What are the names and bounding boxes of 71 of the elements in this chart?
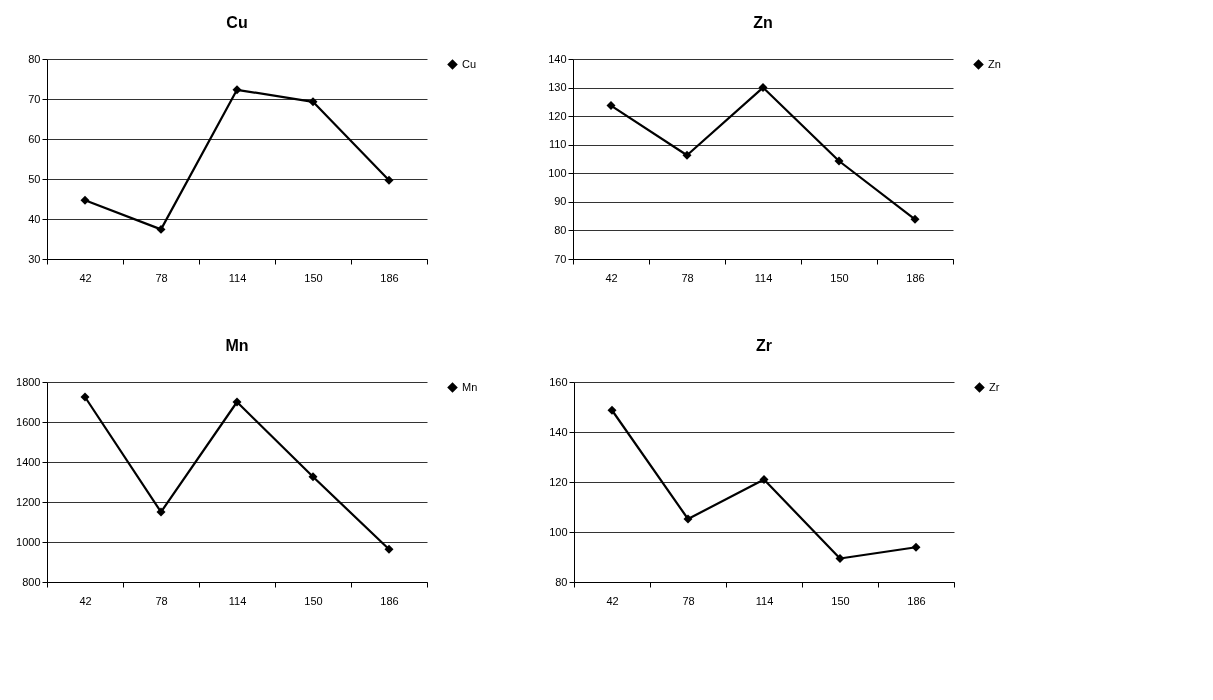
chart-title: Zn bbox=[753, 14, 773, 31]
point bbox=[758, 83, 768, 93]
x-tick-label: 150 bbox=[304, 594, 323, 607]
y-tick-label: 1600 bbox=[16, 415, 41, 428]
y-tick-label: 40 bbox=[28, 212, 41, 225]
point bbox=[156, 507, 166, 517]
x-tick-label: 114 bbox=[228, 271, 247, 284]
x-tick-label: 186 bbox=[907, 594, 926, 607]
legend-label: Mn bbox=[462, 380, 478, 393]
point bbox=[834, 156, 844, 166]
y-tick-label: 130 bbox=[548, 81, 567, 94]
y-tick-label: 800 bbox=[22, 575, 41, 588]
x-tick-label: 150 bbox=[831, 594, 850, 607]
point bbox=[384, 175, 394, 185]
chart-title: Mn bbox=[225, 337, 249, 354]
y-tick-label: 100 bbox=[548, 166, 567, 179]
x-tick-label: 42 bbox=[79, 594, 92, 607]
y-tick-label: 160 bbox=[549, 375, 568, 388]
x-tick-label: 78 bbox=[682, 594, 695, 607]
x-tick-label: 78 bbox=[155, 271, 168, 284]
y-tick-label: 90 bbox=[554, 195, 567, 208]
point bbox=[80, 195, 90, 205]
y-tick-label: 140 bbox=[548, 52, 567, 65]
point bbox=[683, 514, 693, 524]
legend-label: Cu bbox=[462, 57, 477, 70]
y-tick-label: 70 bbox=[28, 92, 41, 105]
y-tick-label: 1000 bbox=[16, 535, 41, 548]
x-tick-label: 42 bbox=[79, 271, 92, 284]
y-tick-label: 60 bbox=[28, 132, 41, 145]
y-tick-label: 120 bbox=[549, 475, 568, 488]
point bbox=[308, 97, 318, 107]
y-tick-label: 140 bbox=[549, 425, 568, 438]
point bbox=[911, 542, 921, 552]
x-tick-label: 186 bbox=[380, 271, 399, 284]
point bbox=[308, 472, 318, 482]
x-tick-label: 150 bbox=[304, 271, 323, 284]
point bbox=[682, 150, 692, 160]
x-tick-label: 42 bbox=[605, 271, 618, 284]
legend-label: Zn bbox=[988, 57, 1001, 70]
x-tick-label: 114 bbox=[228, 594, 247, 607]
y-tick-label: 70 bbox=[554, 252, 567, 265]
point bbox=[607, 405, 617, 415]
y-tick-label: 110 bbox=[548, 138, 567, 151]
y-tick-label: 80 bbox=[554, 223, 567, 236]
point bbox=[606, 101, 616, 111]
x-tick-label: 78 bbox=[155, 594, 168, 607]
x-tick-label: 114 bbox=[754, 271, 773, 284]
x-tick-label: 114 bbox=[755, 594, 774, 607]
legend-label: Zr bbox=[989, 380, 1000, 393]
y-tick-label: 80 bbox=[555, 575, 568, 588]
point bbox=[910, 214, 920, 224]
y-tick-label: 1200 bbox=[16, 495, 41, 508]
x-tick-label: 78 bbox=[681, 271, 694, 284]
y-tick-label: 120 bbox=[548, 109, 567, 122]
y-tick-label: 1400 bbox=[16, 455, 41, 468]
point bbox=[156, 224, 166, 234]
y-tick-label: 30 bbox=[28, 252, 41, 265]
chart-title: Zr bbox=[756, 337, 772, 354]
point bbox=[232, 85, 242, 95]
point bbox=[384, 544, 394, 554]
x-tick-label: 186 bbox=[906, 271, 925, 284]
y-tick-label: 50 bbox=[28, 172, 41, 185]
point bbox=[232, 397, 242, 407]
y-tick-label: 80 bbox=[28, 52, 41, 65]
chart-title: Cu bbox=[226, 14, 248, 31]
x-tick-label: 186 bbox=[380, 594, 399, 607]
y-tick-label: 100 bbox=[549, 525, 568, 538]
point bbox=[80, 392, 90, 402]
x-tick-label: 42 bbox=[606, 594, 619, 607]
x-tick-label: 150 bbox=[830, 271, 849, 284]
y-tick-label: 1800 bbox=[16, 375, 41, 388]
